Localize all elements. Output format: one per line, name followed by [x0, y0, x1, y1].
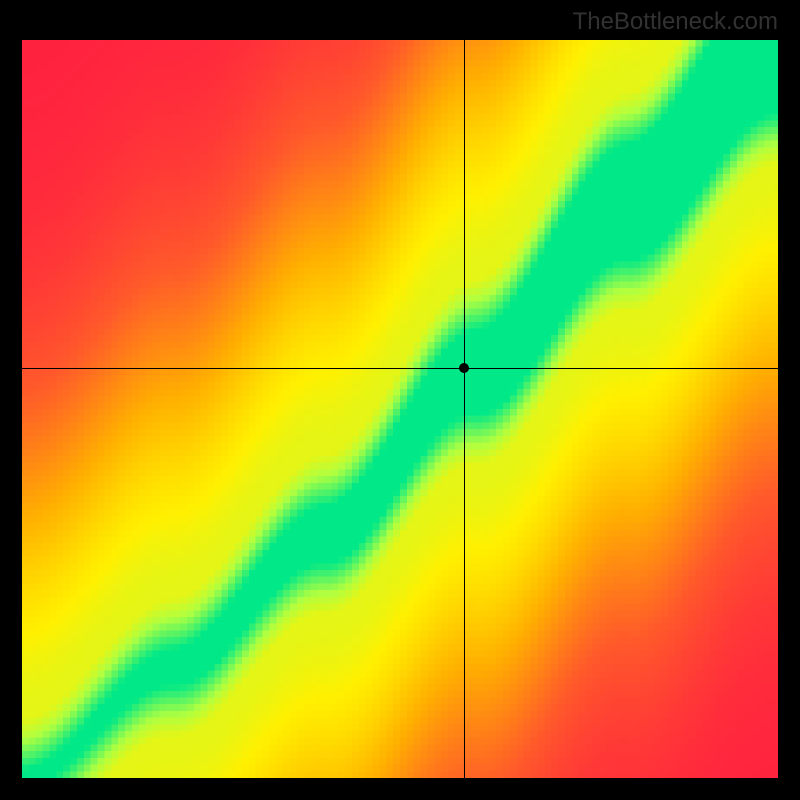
crosshair-horizontal [22, 368, 778, 369]
watermark-text: TheBottleneck.com [573, 8, 778, 36]
heatmap-area [22, 40, 778, 778]
crosshair-vertical [464, 40, 465, 778]
heatmap-canvas [22, 40, 778, 778]
crosshair-dot [459, 363, 469, 373]
